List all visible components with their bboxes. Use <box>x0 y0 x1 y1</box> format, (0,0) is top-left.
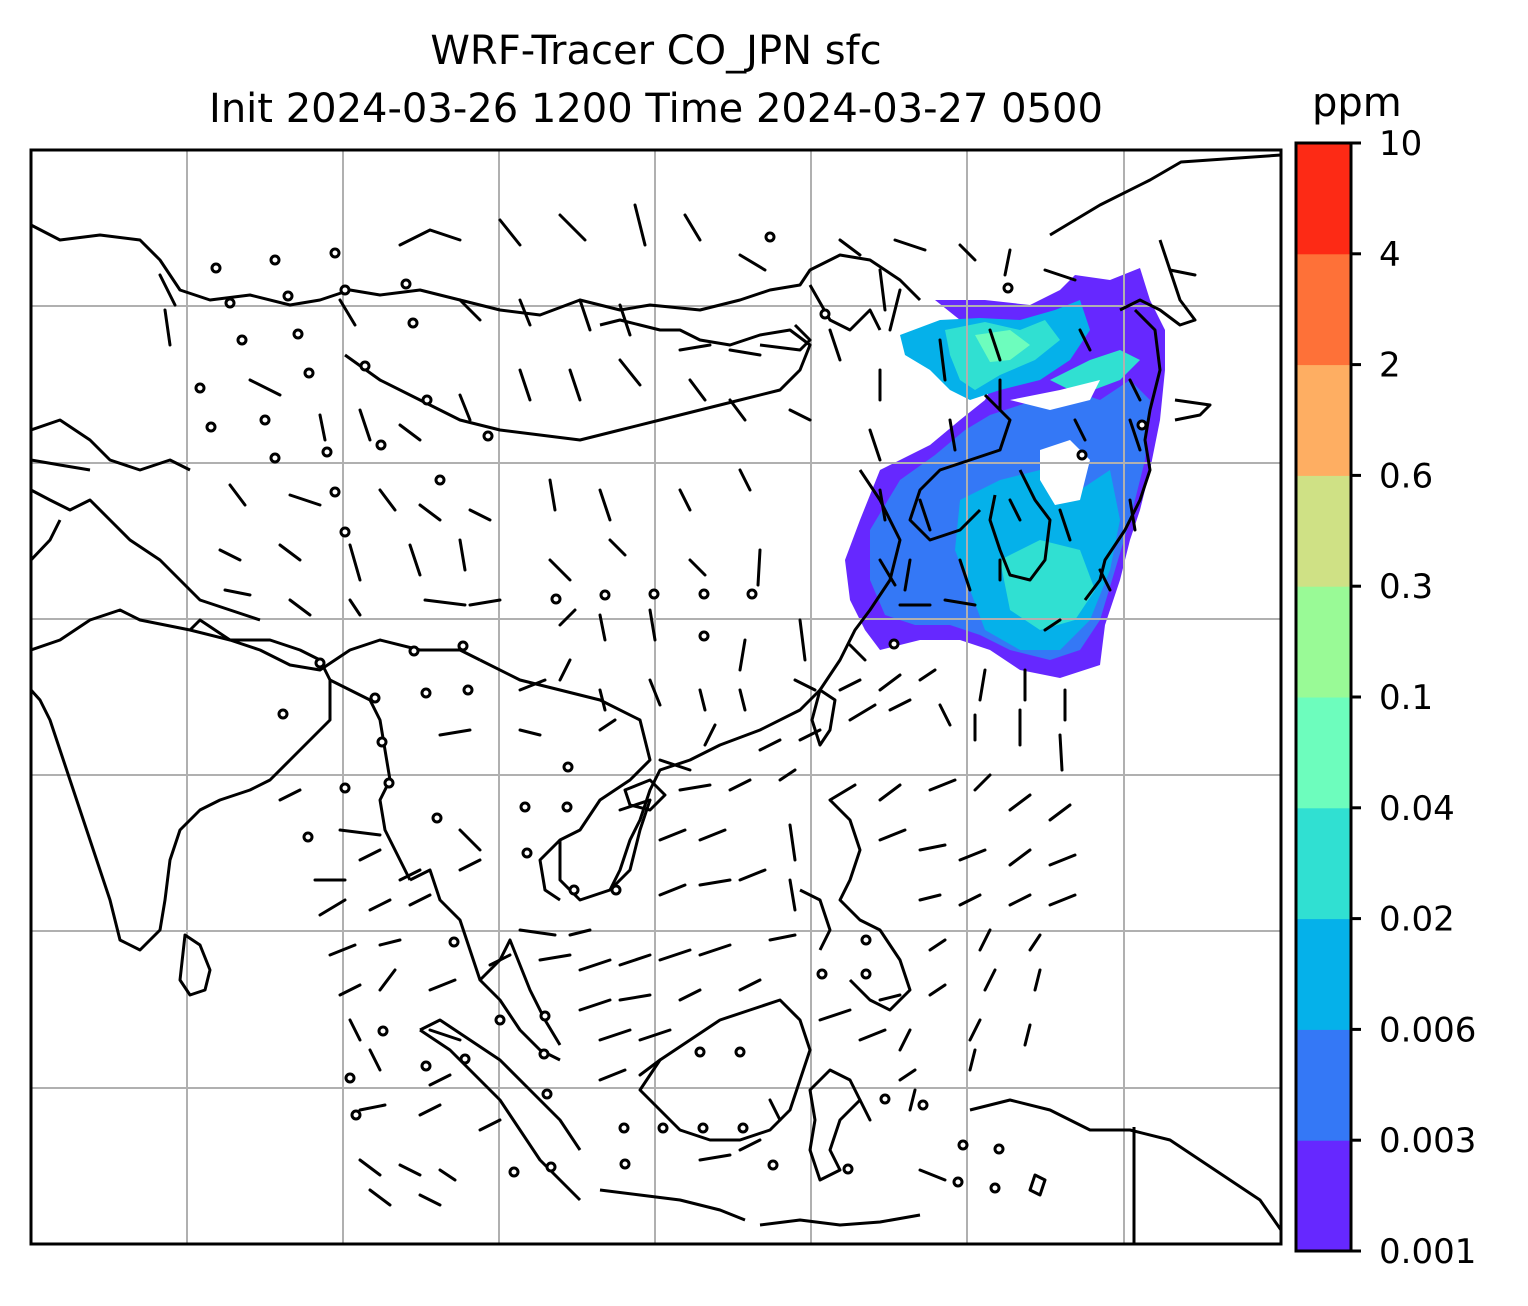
colorbar: 0.001 0.003 0.006 0.02 0.04 0.1 0.3 0.6 2 4 10 <box>1294 124 1476 1272</box>
tracer-plume <box>845 268 1165 678</box>
colorbar-tick-label: 0.1 <box>1379 678 1433 718</box>
gridlines <box>31 150 1281 1244</box>
colorbar-tick-label: 0.3 <box>1379 567 1433 607</box>
calm-circles <box>194 231 1148 1194</box>
map-title-line2: Init 2024-03-26 1200 Time 2024-03-27 050… <box>209 86 1103 132</box>
colorbar-unit-label: ppm <box>1312 80 1402 126</box>
map-title-line1: WRF-Tracer CO_JPN sfc <box>430 28 882 74</box>
colorbar-tick-label: 0.003 <box>1379 1121 1476 1161</box>
colorbar-tick-label: 2 <box>1379 346 1401 386</box>
coastlines <box>31 153 1281 1244</box>
plume-south-light <box>1000 540 1095 630</box>
plume-gap-2 <box>1010 380 1100 410</box>
colorbar-segment <box>1296 143 1351 255</box>
plume-north-peak <box>975 330 1030 362</box>
colorbar-segment <box>1296 475 1351 587</box>
plume-strip <box>1050 350 1140 395</box>
colorbar-tick-label: 0.006 <box>1379 1010 1476 1050</box>
colorbar-tick-label: 0.04 <box>1379 789 1455 829</box>
colorbar-segment <box>1296 1140 1351 1252</box>
colorbar-segment <box>1296 253 1351 366</box>
colorbar-segment <box>1296 1029 1351 1141</box>
colorbar-tick-label: 10 <box>1379 124 1422 164</box>
colorbar-segment <box>1296 918 1351 1030</box>
colorbar-tick-label: 0.001 <box>1379 1232 1476 1272</box>
wind-barbs <box>158 203 1197 1207</box>
colorbar-tick-label: 4 <box>1379 235 1401 275</box>
colorbar-tick-label: 0.6 <box>1379 456 1433 496</box>
colorbar-segment <box>1296 364 1351 476</box>
colorbar-segment <box>1296 807 1351 920</box>
colorbar-tick-label: 0.02 <box>1379 900 1455 940</box>
colorbar-segment <box>1296 586 1351 698</box>
map-frame <box>29 148 1283 1246</box>
colorbar-segment <box>1296 697 1351 809</box>
